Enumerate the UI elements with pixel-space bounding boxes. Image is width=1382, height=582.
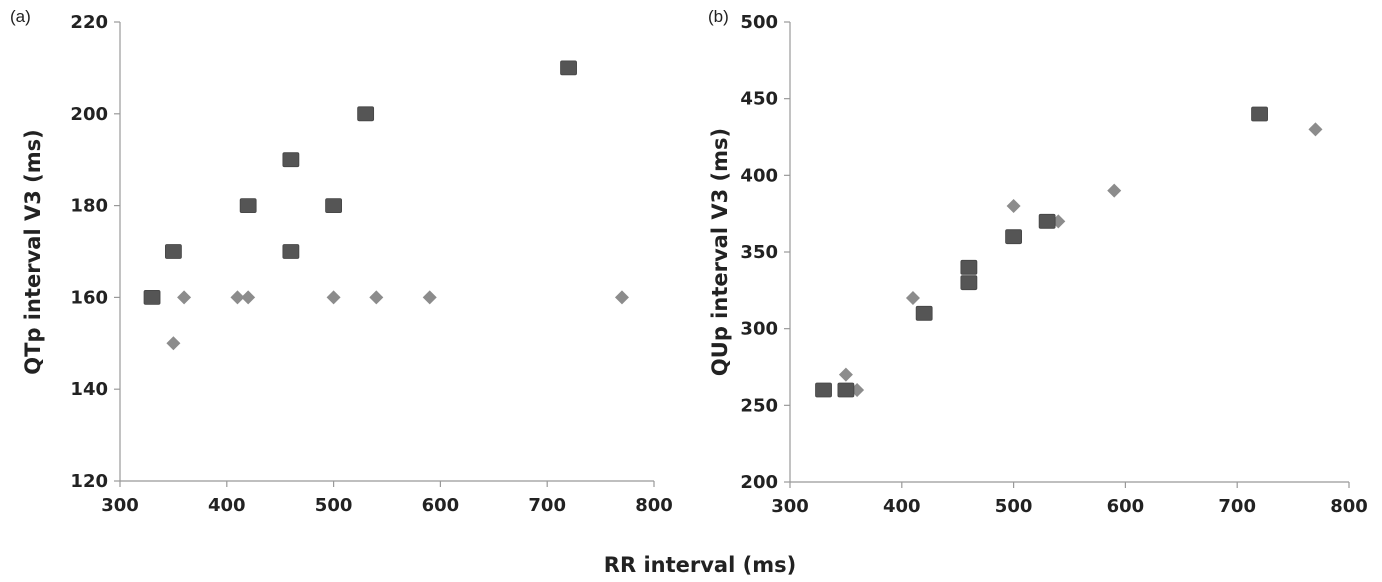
- data-point-square: [1005, 229, 1022, 245]
- y-tick-label: 120: [70, 471, 108, 492]
- panel-label: (b): [708, 7, 729, 26]
- data-point-diamond: [230, 290, 245, 305]
- x-tick-label: 400: [883, 496, 921, 517]
- panel-label: (a): [10, 7, 31, 26]
- data-point-square: [357, 106, 375, 122]
- data-point-diamond: [177, 290, 192, 305]
- y-tick-label: 350: [740, 242, 778, 263]
- y-axis-title: QUp interval V3 (ms): [708, 128, 732, 376]
- data-point-square: [164, 244, 182, 259]
- x-tick-label: 700: [528, 495, 566, 516]
- y-tick-label: 250: [740, 395, 778, 416]
- data-point-diamond: [422, 290, 437, 305]
- data-point-diamond: [369, 290, 384, 305]
- x-axis-title: RR interval (ms): [604, 553, 796, 577]
- x-tick-label: 500: [315, 495, 353, 516]
- data-point-diamond: [326, 290, 341, 305]
- x-tick-label: 600: [1107, 496, 1145, 517]
- x-tick-label: 800: [635, 495, 673, 516]
- data-point-diamond: [241, 290, 256, 305]
- data-point-diamond: [614, 290, 629, 305]
- x-tick-label: 800: [1330, 496, 1368, 517]
- x-tick-label: 500: [995, 496, 1033, 517]
- y-tick-label: 300: [740, 319, 778, 340]
- y-axis-title: QTp interval V3 (ms): [21, 129, 45, 374]
- data-point-square: [325, 198, 343, 214]
- data-point-square: [815, 382, 832, 398]
- y-tick-label: 450: [740, 89, 778, 110]
- data-point-diamond: [1308, 122, 1323, 137]
- y-tick-label: 140: [70, 379, 108, 400]
- data-point-square: [239, 198, 257, 214]
- data-point-diamond: [1006, 199, 1021, 213]
- data-point-square: [560, 60, 577, 76]
- data-point-square: [1038, 213, 1056, 229]
- y-tick-label: 500: [740, 12, 778, 33]
- x-tick-label: 300: [101, 495, 139, 516]
- data-point-square: [282, 152, 300, 168]
- data-point-square: [837, 382, 855, 398]
- data-point-square: [282, 244, 300, 259]
- y-tick-label: 200: [740, 472, 778, 493]
- x-tick-label: 300: [771, 496, 809, 517]
- data-point-square: [1251, 106, 1268, 122]
- y-tick-label: 200: [70, 104, 108, 125]
- data-point-diamond: [166, 336, 181, 351]
- x-tick-label: 600: [422, 495, 460, 516]
- data-point-square: [960, 259, 978, 275]
- panel-a-chart: (a) 120 140 160 180 200 220 300 400 500 600 700 800 Q…: [10, 7, 673, 516]
- y-tick-label: 400: [740, 165, 778, 186]
- x-tick-label: 400: [208, 495, 246, 516]
- x-tick-label: 700: [1218, 496, 1256, 517]
- data-point-square: [143, 289, 161, 305]
- y-tick-label: 220: [70, 12, 108, 33]
- data-point-square: [960, 275, 978, 291]
- data-point-square: [915, 305, 933, 321]
- y-tick-label: 160: [70, 287, 108, 308]
- data-point-diamond: [1107, 183, 1122, 198]
- data-point-diamond: [905, 291, 920, 305]
- panel-b-chart: (b) 200 250 300 350 400 450 500 300 400 500 600 700 8…: [708, 7, 1368, 517]
- data-point-diamond: [838, 367, 853, 382]
- y-tick-label: 180: [70, 196, 108, 217]
